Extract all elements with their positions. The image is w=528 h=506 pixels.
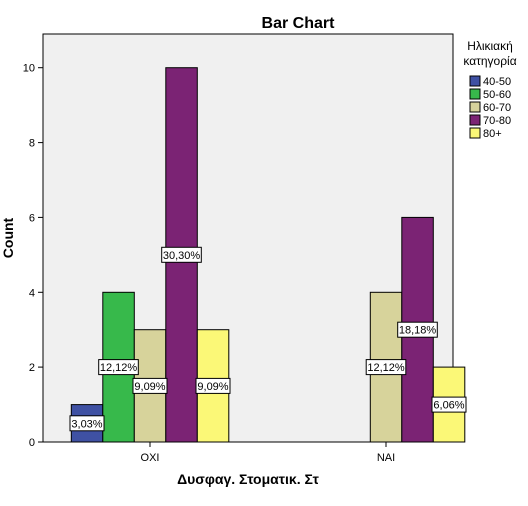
- data-label-box: [195, 377, 231, 394]
- chart-title: Bar Chart: [262, 15, 336, 32]
- legend-swatch-50-60: [469, 88, 481, 100]
- x-tick-label: ΟΧΙ: [141, 452, 160, 464]
- data-label: 3,03%: [71, 418, 102, 430]
- data-label: 12,12%: [100, 362, 138, 374]
- data-label: 6,06%: [433, 400, 464, 412]
- legend-title-line-2: κατηγορία: [463, 54, 516, 68]
- data-label-box: [365, 359, 407, 376]
- data-label-box: [69, 415, 105, 432]
- legend-swatch-70-80: [469, 114, 481, 126]
- y-tick-label: 0: [29, 437, 35, 449]
- data-label-box: [431, 396, 467, 413]
- data-label-box: [161, 246, 202, 263]
- legend-label-50-60: 50-60: [483, 89, 511, 101]
- legend-swatch-40-50: [469, 75, 481, 87]
- data-label-box: [132, 377, 168, 394]
- y-axis-title: Count: [0, 217, 16, 258]
- legend-label-80: 80+: [483, 128, 502, 140]
- data-label: 18,18%: [399, 325, 437, 337]
- legend-swatch-60-70: [469, 101, 481, 113]
- legend: Ηλικιακή κατηγορία 40-5050-6060-7070-808…: [463, 39, 516, 140]
- y-tick-label: 4: [29, 287, 35, 299]
- data-label-box: [98, 359, 139, 376]
- legend-label-60-70: 60-70: [483, 102, 511, 114]
- data-label: 9,09%: [197, 381, 228, 393]
- x-tick-label: ΝΑΙ: [377, 452, 395, 464]
- legend-title-line-1: Ηλικιακή: [467, 39, 513, 53]
- y-tick-label: 10: [23, 63, 35, 75]
- data-label: 30,30%: [163, 250, 201, 262]
- y-tick-label: 6: [29, 212, 35, 224]
- legend-swatch-80: [469, 127, 481, 139]
- data-label: 12,12%: [367, 362, 405, 374]
- data-label-box: [397, 321, 438, 338]
- data-label: 9,09%: [134, 381, 165, 393]
- y-tick-label: 8: [29, 138, 35, 150]
- x-axis-title: Δυσφαγ. Στοματικ. Στ: [177, 471, 320, 487]
- data-labels-layer: 3,03% 12,12% 9,09% 30,30% 9,09% 12,12% 18,18% 6…: [69, 246, 467, 432]
- legend-label-40-50: 40-50: [483, 76, 511, 88]
- axes-layer: ΟΧΙ ΝΑΙ 0 2 4 6 8 10: [23, 63, 395, 464]
- legend-label-70-80: 70-80: [483, 115, 511, 127]
- y-tick-label: 2: [29, 362, 35, 374]
